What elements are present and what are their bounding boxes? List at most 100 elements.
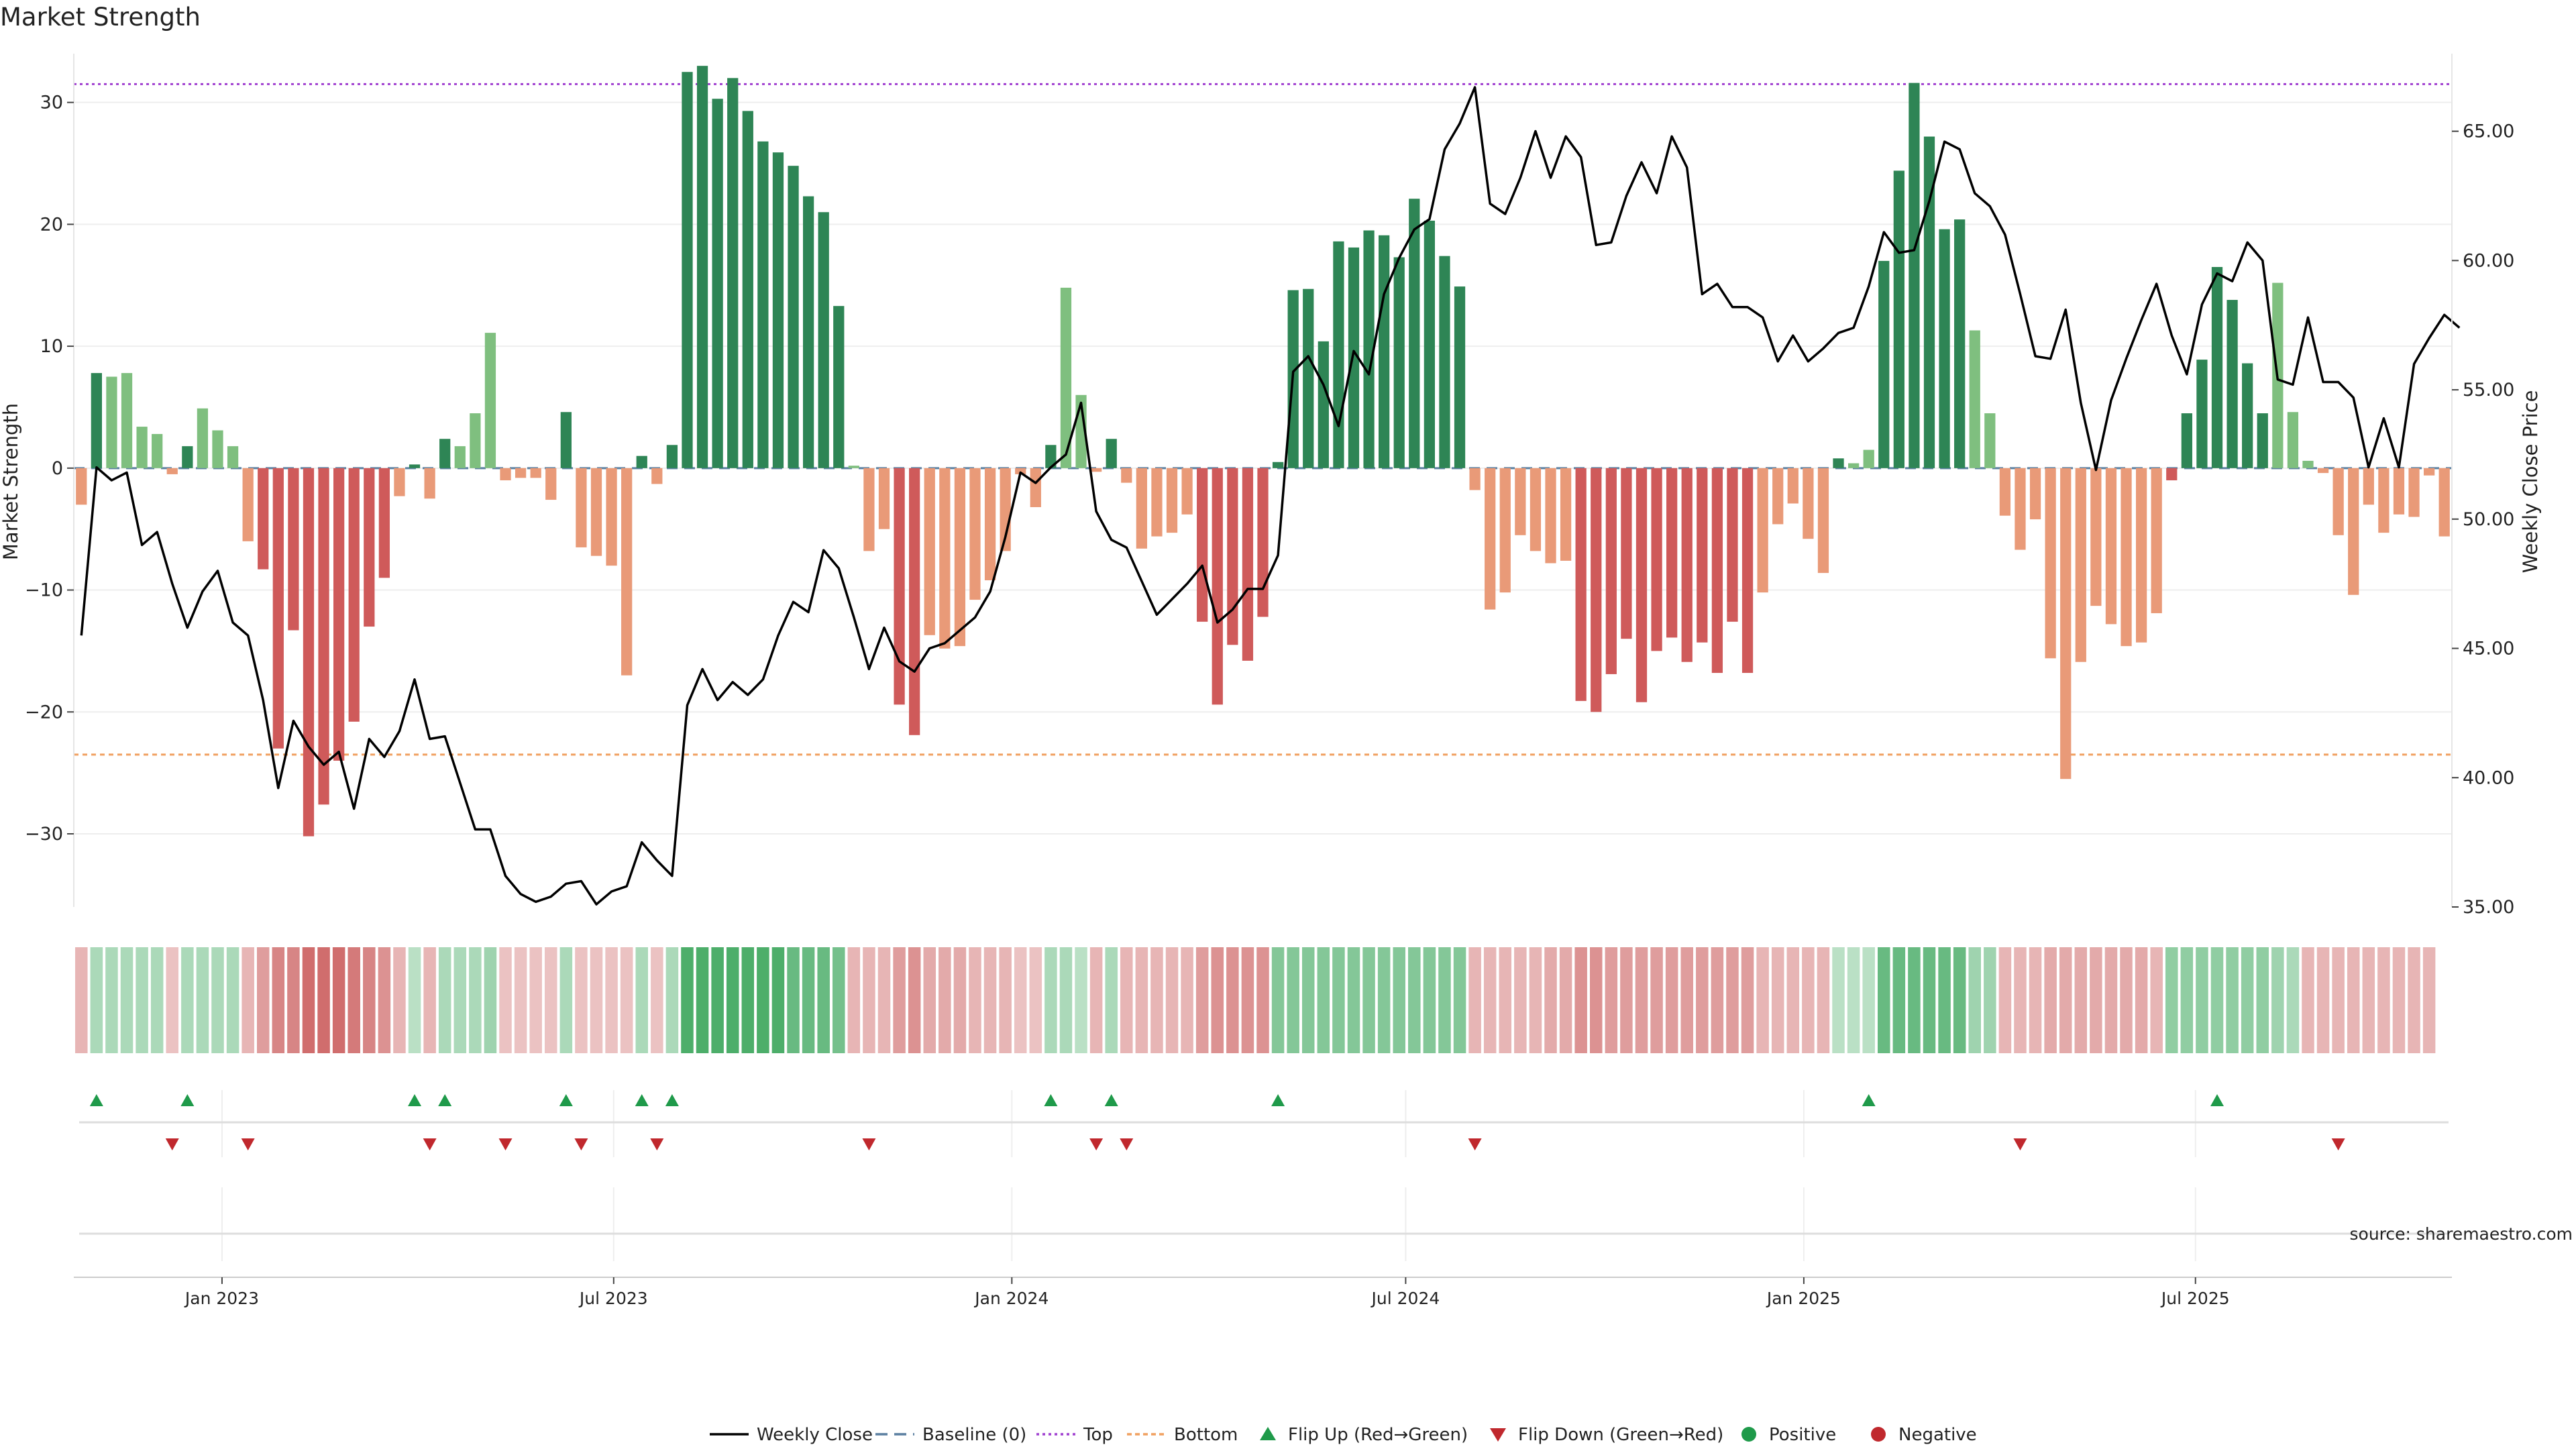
strength-bar [788, 166, 799, 468]
heatmap-cell [1438, 947, 1451, 1053]
heatmap-cell [1635, 947, 1648, 1053]
flip-up-marker [1044, 1094, 1058, 1106]
strength-bar [182, 446, 193, 468]
strength-bar [2166, 468, 2178, 480]
heatmap-cell [620, 947, 633, 1053]
flip-up-marker [1862, 1094, 1876, 1106]
flip-up-marker [408, 1094, 422, 1106]
strength-bar [288, 468, 299, 631]
heatmap-cell [272, 947, 285, 1053]
x-tick-label: Jan 2025 [1766, 1289, 1841, 1308]
strength-bar [318, 468, 329, 805]
strength-bar [152, 433, 163, 468]
strength-bar [1181, 468, 1193, 515]
strength-bar [1833, 458, 1844, 468]
legend-label: Positive [1769, 1425, 1836, 1445]
strength-bars [76, 66, 2450, 837]
flip-down-marker [862, 1138, 876, 1150]
y2-tick-label: 45.00 [2463, 639, 2514, 659]
strength-bar [1393, 257, 1405, 468]
strength-bar [1469, 468, 1481, 490]
heatmap-cell [651, 947, 663, 1053]
strength-bar [1954, 219, 1966, 468]
flip-down-marker [2013, 1138, 2027, 1150]
strength-bar [1681, 468, 1693, 662]
strength-bar [1015, 468, 1026, 474]
heatmap-cell [2241, 947, 2254, 1053]
strength-bar [2135, 468, 2147, 643]
heatmap-cell [1468, 947, 1481, 1053]
strength-bar [76, 468, 87, 505]
heatmap-cell [2271, 947, 2284, 1053]
heatmap-cell [196, 947, 209, 1053]
y-tick-label: −10 [25, 580, 63, 601]
chart-title: Market Strength [0, 3, 201, 32]
heatmap-cell [136, 947, 148, 1053]
strength-bar [1106, 439, 1117, 468]
strength-bar [1242, 468, 1254, 661]
strength-bar [2363, 468, 2374, 505]
strength-bar [909, 468, 920, 735]
strength-bar [1257, 468, 1269, 617]
legend-label: Weekly Close [757, 1425, 873, 1445]
y-tick-label: −30 [25, 824, 63, 845]
heatmap-cell [302, 947, 315, 1053]
heatmap-cell [453, 947, 467, 1053]
heatmap-cell [2332, 947, 2345, 1053]
y2-tick-label: 60.00 [2463, 250, 2514, 271]
heatmap-cell [771, 947, 785, 1053]
strength-bar [1529, 468, 1542, 551]
y2-tick-label: 40.00 [2463, 767, 2514, 788]
strength-bar [394, 468, 405, 496]
strength-bar [1575, 468, 1587, 701]
strength-bar [515, 468, 527, 478]
legend-label: Top [1083, 1425, 1113, 1445]
strength-bar [1999, 468, 2011, 516]
strength-bar [863, 468, 875, 551]
heatmap-cell [2104, 947, 2118, 1053]
strength-bar [848, 466, 859, 468]
heatmap-cell [2377, 947, 2390, 1053]
x-tick-label: Jul 2025 [2160, 1289, 2230, 1308]
heatmap-cell [833, 947, 845, 1053]
heatmap-cell [408, 947, 421, 1053]
heatmap-cell [787, 947, 800, 1053]
heatmap-cell [605, 947, 618, 1053]
heatmap-cell [1544, 947, 1557, 1053]
heatmap-cell [1802, 947, 1815, 1053]
heatmap-cell [1499, 947, 1512, 1053]
heatmap-cell [1711, 947, 1724, 1053]
heatmap-cell [1271, 947, 1285, 1053]
x-axis-ticks: Jan 2023 Jul 2023 Jan 2024 Jul 2024 Jan 2025… [184, 1277, 2230, 1308]
heatmap-cell [529, 947, 542, 1053]
legend-swatch [1490, 1428, 1506, 1442]
heatmap-cell [999, 947, 1012, 1053]
heatmap-cell [1135, 947, 1148, 1053]
strength-bar [2045, 468, 2056, 659]
strength-bar [1303, 288, 1314, 468]
heatmap-cell [1453, 947, 1466, 1053]
right-y-ticks: 35.00 40.00 45.00 50.00 55.00 60.00 65.00 [2452, 121, 2514, 918]
strength-bar [1817, 468, 1829, 574]
strength-bar [1030, 468, 1041, 507]
flip-down-marker [2331, 1138, 2345, 1150]
heatmap-cell [393, 947, 406, 1053]
heatmap-cell [908, 947, 921, 1053]
y2-tick-label: 50.00 [2463, 509, 2514, 530]
heatmap-cell [241, 947, 254, 1053]
flip-down-marker [498, 1138, 513, 1150]
heatmap-cell [484, 947, 497, 1053]
strength-bar [2181, 413, 2192, 468]
y2-tick-label: 55.00 [2463, 380, 2514, 400]
strength-bar [894, 468, 905, 705]
heatmap-cell [1923, 947, 1936, 1053]
heatmap-cell [1059, 947, 1073, 1053]
heatmap-cell [893, 947, 906, 1053]
source-text: source: sharemaestro.com [2350, 1224, 2573, 1244]
left-axis-label: Market Strength [0, 403, 22, 560]
heatmap-cell [847, 947, 861, 1053]
strength-bar [91, 373, 102, 468]
y-tick-label: −20 [25, 702, 63, 722]
strength-bar [227, 446, 239, 468]
strength-bar [2348, 468, 2359, 595]
